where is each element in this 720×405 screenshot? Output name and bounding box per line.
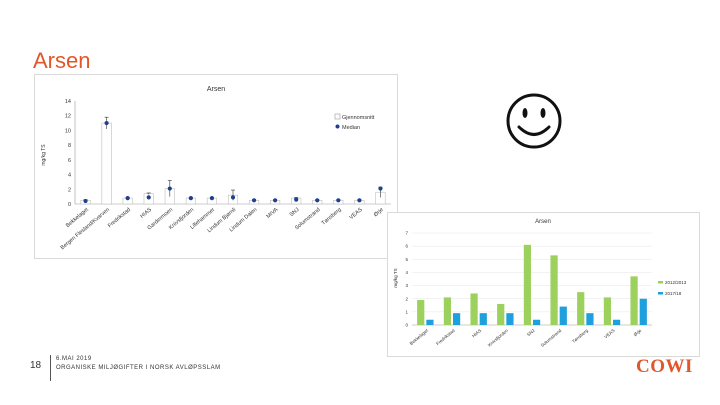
chart2-xtick-label: Ørje xyxy=(633,328,643,338)
chart2-xtick-label: Bekkelaget xyxy=(409,327,430,346)
footer-divider xyxy=(50,355,51,381)
chart2-bar xyxy=(577,292,585,325)
chart1-median-point xyxy=(273,198,278,203)
chart1-ytick-label: 14 xyxy=(65,99,71,105)
chart2-bar xyxy=(426,319,434,325)
chart1-legend-swatch-mean xyxy=(334,113,341,120)
smiley-face-icon xyxy=(506,93,562,149)
chart1-median-point xyxy=(251,198,257,203)
chart2-ytick-label: 3 xyxy=(405,283,408,288)
chart1-ytick-label: 6 xyxy=(68,158,71,164)
chart1-median-point xyxy=(336,198,341,203)
chart2-bar xyxy=(417,300,425,325)
chart1-xtick-label: MIVA xyxy=(266,207,280,220)
chart2-legend-swatch-2012 xyxy=(658,281,663,284)
chart1-ytick-label: 0 xyxy=(68,202,71,208)
cowi-logo: COWI xyxy=(636,356,693,377)
chart1-median-point xyxy=(294,197,299,202)
chart2-legend-swatch-2017 xyxy=(658,292,663,295)
chart2-ytick-label: 0 xyxy=(405,323,408,328)
chart2-bar xyxy=(453,313,461,325)
chart2-bar xyxy=(523,244,531,325)
chart2-bar xyxy=(497,303,505,325)
chart2-xtick-label: HIAS xyxy=(471,328,482,339)
chart-arsen-comparison: Arsen mg/kg TS 0 1 2 3 4 5 6 7 Bekkelaget Fredri… xyxy=(387,212,700,357)
chart1-bar xyxy=(101,122,112,205)
chart1-xtick-label: SNJ xyxy=(289,207,301,218)
chart1-ytick-label: 12 xyxy=(65,114,71,120)
chart1-legend-median: Median xyxy=(342,125,360,131)
chart1-ytick-label: 8 xyxy=(68,143,71,149)
chart2-ylabel: mg/kg TS xyxy=(393,268,398,287)
chart2-ytick-label: 2 xyxy=(405,296,408,301)
chart2-ytick-label: 6 xyxy=(405,244,408,249)
slide-title: Arsen xyxy=(33,48,91,73)
chart2-bar xyxy=(630,276,638,325)
chart2-legend-2017: 2017/18 xyxy=(665,291,682,296)
chart1-median-point xyxy=(315,198,320,203)
chart1-xtick-label: VEAS xyxy=(349,207,364,221)
chart1-legend-swatch-median xyxy=(335,124,340,129)
chart2-bar xyxy=(533,319,541,325)
chart2-bar xyxy=(613,319,621,325)
chart2-bar xyxy=(603,297,611,325)
chart1-xtick-label: Tønsberg xyxy=(321,207,343,227)
chart1-median-point xyxy=(378,186,383,191)
chart2-xtick-label: SNJ xyxy=(526,328,536,337)
page-number: 18 xyxy=(30,360,42,371)
chart1-median-point xyxy=(188,196,193,201)
chart1-ytick-label: 4 xyxy=(68,173,71,179)
chart1-ytick-label: 10 xyxy=(65,128,71,134)
chart1-xtick-label: Ørje xyxy=(373,207,385,218)
chart2-title: Arsen xyxy=(535,219,551,225)
footer-date: 6.MAI 2019 xyxy=(56,356,92,362)
chart1-median-point xyxy=(209,196,215,201)
chart2-xtick-label: Tønsberg xyxy=(571,328,589,345)
chart2-xtick-label: VEAS xyxy=(603,328,615,340)
chart2-bar xyxy=(506,313,514,325)
chart2-xtick-label: Solumstrand xyxy=(540,328,563,348)
chart1-median-point xyxy=(357,198,362,203)
chart1-median-point xyxy=(125,196,130,201)
chart1-legend: Gjennomsnitt Median xyxy=(334,113,375,131)
chart2-bar xyxy=(550,255,558,325)
chart2-xtick-label: Fredrikstad xyxy=(435,328,456,347)
chart2-ytick-label: 7 xyxy=(405,231,408,236)
chart1-title: Arsen xyxy=(207,86,225,93)
chart2-xtick-label: Knivsfjorden xyxy=(487,328,510,348)
chart2-bar xyxy=(443,297,451,325)
chart1-xtick-label: HIAS xyxy=(139,207,153,220)
chart2-ytick-label: 4 xyxy=(405,270,408,275)
chart1-xtick-label: Fredrikstad xyxy=(107,207,132,229)
chart2-bar xyxy=(470,293,478,325)
chart2-bar xyxy=(559,306,567,325)
chart1-median-point xyxy=(104,120,109,126)
chart2-bar xyxy=(586,313,594,325)
chart1-median-point xyxy=(167,186,172,191)
chart2-bar xyxy=(639,298,647,325)
chart1-median-point xyxy=(146,195,151,200)
chart2-legend: 2012/2013 2017/18 xyxy=(658,280,687,296)
chart1-legend-mean: Gjennomsnitt xyxy=(342,115,375,121)
chart1-ytick-label: 2 xyxy=(68,187,71,193)
chart2-bar xyxy=(479,313,487,325)
chart1-median-point xyxy=(83,198,88,204)
chart1-median-point xyxy=(230,195,236,200)
chart2-legend-2012: 2012/2013 xyxy=(665,280,687,285)
footer-subtitle: ORGANISKE MILJØGIFTER I NORSK AVLØPSSLAM xyxy=(56,365,221,371)
chart2-ytick-label: 5 xyxy=(405,257,408,262)
chart2-ytick-label: 1 xyxy=(405,309,408,314)
chart1-ylabel: mg/kg TS xyxy=(41,144,47,166)
